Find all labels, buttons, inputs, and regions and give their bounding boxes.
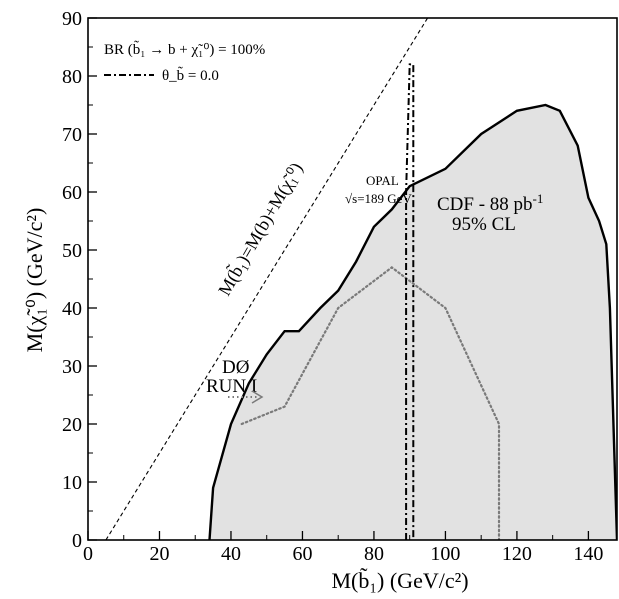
- cdf-label-line1: CDF - 88 pb-1: [437, 191, 543, 215]
- x-tick-label: 0: [83, 543, 93, 565]
- x-tick-label: 100: [430, 543, 460, 565]
- y-tick-label: 90: [62, 8, 82, 30]
- d0-run1-contour: [240, 266, 501, 540]
- x-tick-label: 40: [221, 543, 241, 565]
- d0-arrow: [228, 390, 264, 404]
- kinematic-limit-label: M(b̃₁)=M(b)+M(χ̃₁⁰): [212, 158, 307, 300]
- d0-label-line2: RUN I: [206, 376, 257, 397]
- y-tick-label: 30: [62, 356, 82, 378]
- y-tick-label: 20: [62, 414, 82, 436]
- y-tick-label: 50: [62, 240, 82, 262]
- opal-label-line2: √s=189 GeV: [345, 191, 412, 206]
- y-tick-label: 70: [62, 124, 82, 146]
- y-tick-label: 40: [62, 298, 82, 320]
- x-tick-label: 60: [292, 543, 312, 565]
- y-tick-label: 0: [72, 530, 82, 552]
- opal-label-line1: OPAL: [366, 173, 399, 188]
- x-tick-label: 120: [502, 543, 532, 565]
- x-tick-label: 20: [149, 543, 169, 565]
- x-tick-label: 80: [364, 543, 384, 565]
- y-tick-label: 60: [62, 182, 82, 204]
- x-axis-label: M(b̃₁) (GeV/c²): [331, 568, 468, 593]
- y-tick-label: 10: [62, 472, 82, 494]
- y-axis-ticks: 0 10 20 30 40 50 60 70 80 90: [62, 8, 97, 552]
- x-tick-label: 140: [573, 543, 603, 565]
- d0-label-line1: DØ: [222, 357, 249, 378]
- legend-branching-ratio: BR (b̃₁ → b + χ̃₁⁰) = 100%: [104, 40, 265, 58]
- cdf-contour: [208, 103, 617, 540]
- legend: BR (b̃₁ → b + χ̃₁⁰) = 100% θ_b̃ = 0.0: [104, 40, 265, 84]
- cdf-label-line2: 95% CL: [452, 214, 516, 235]
- opal-contour: [405, 63, 415, 540]
- y-axis-label: M(χ̃₁⁰) (GeV/c²): [22, 208, 47, 353]
- x-axis-ticks: 0 20 40 60 80 100 120 140: [83, 531, 603, 565]
- legend-theta: θ_b̃ = 0.0: [162, 66, 219, 84]
- y-tick-label: 80: [62, 66, 82, 88]
